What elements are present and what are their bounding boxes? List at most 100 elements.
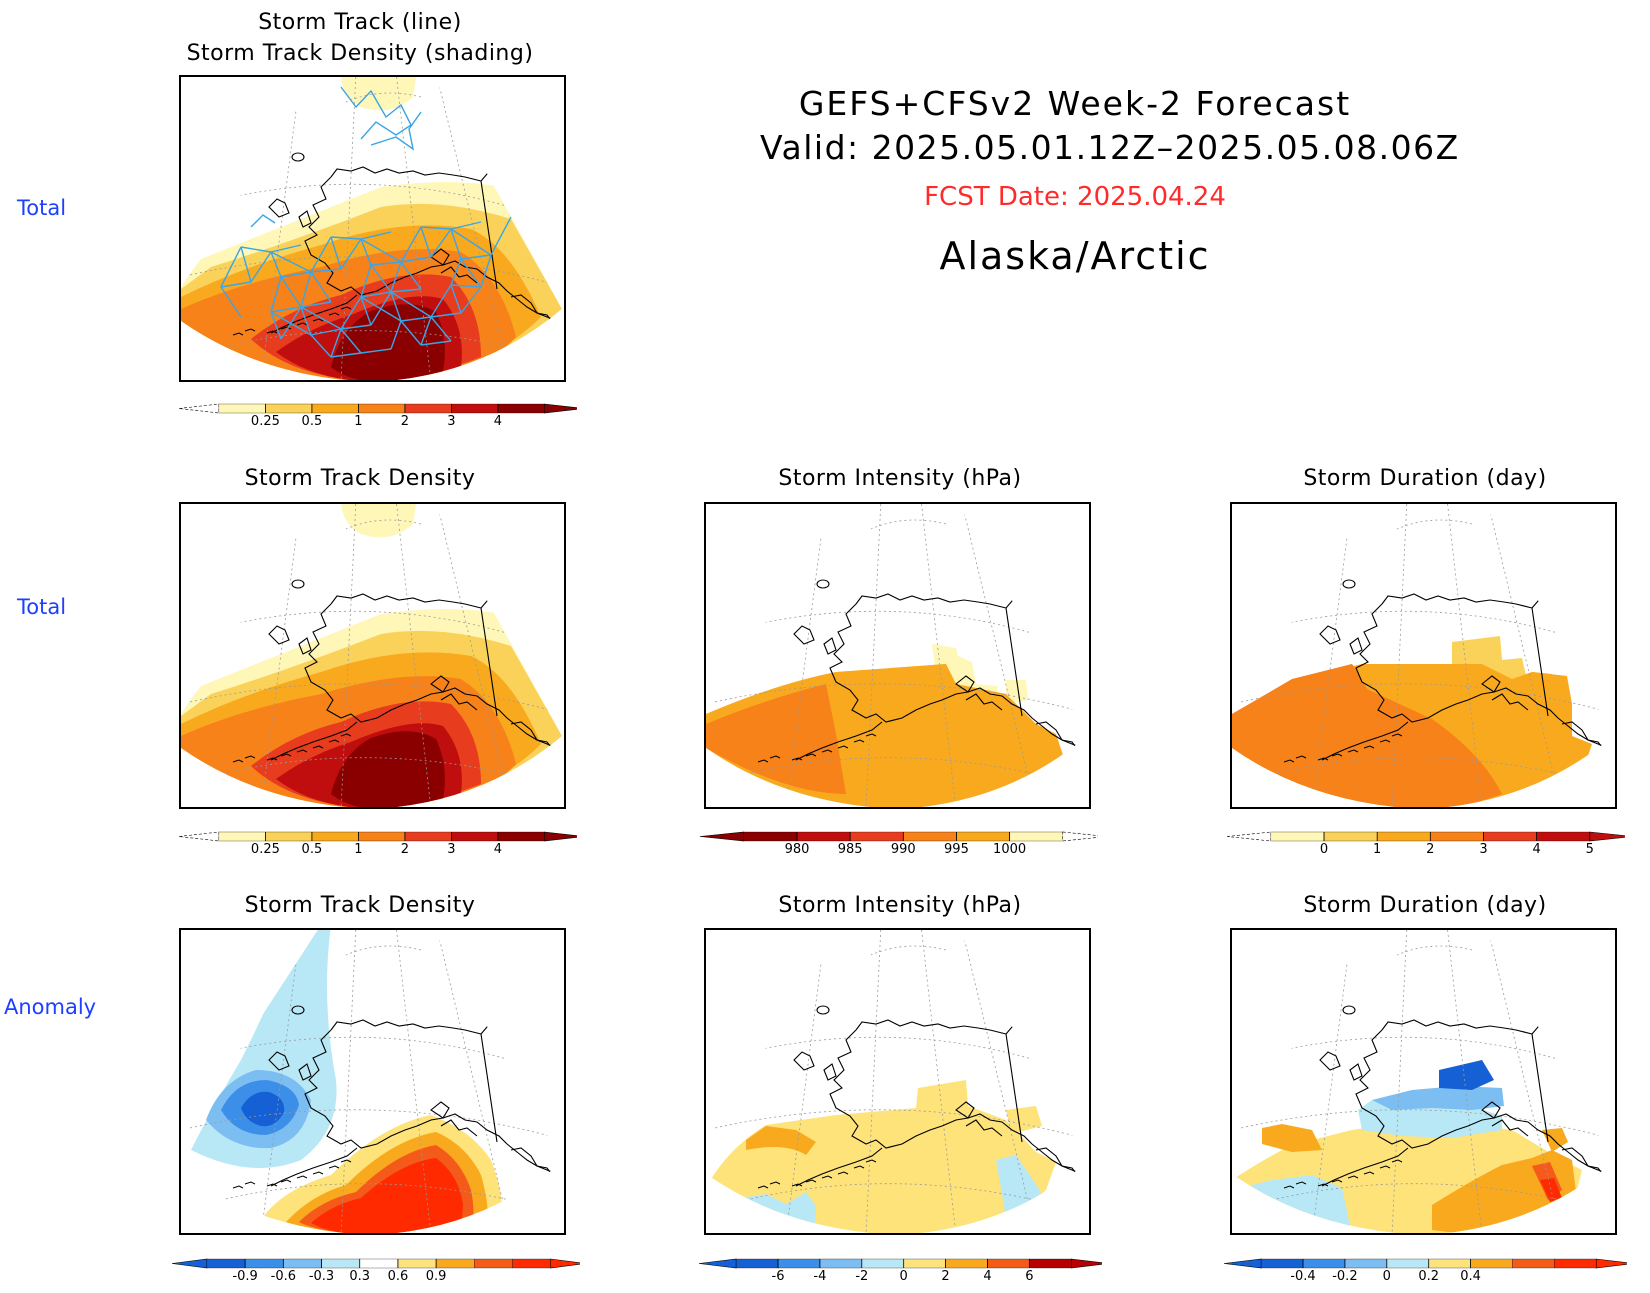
colorbar-swatch — [903, 831, 957, 842]
colorbar-tick-label: -2 — [855, 1269, 868, 1284]
panel6-title: Storm Intensity (hPa) — [778, 893, 1022, 918]
colorbar-swatch — [358, 831, 406, 842]
row-label-total-1: Total — [17, 196, 67, 220]
colorbar-tick-label: 985 — [838, 842, 863, 857]
colorbar-tick-label: 0 — [900, 1269, 908, 1284]
shaded-region — [1232, 664, 1482, 807]
shaded-region — [706, 684, 846, 794]
shaded-region — [331, 304, 445, 380]
colorbar-tick-label: -0.9 — [232, 1269, 257, 1284]
shaded-region — [1372, 1086, 1504, 1110]
colorbar-tick-label: 1 — [354, 414, 362, 429]
panel7-colorbar: -0.4 -0.2 0 0.2 0.4 — [1222, 1255, 1634, 1284]
colorbar-tick-label: 3 — [1479, 842, 1487, 857]
colorbar-swatch — [819, 1258, 862, 1269]
colorbar-tick-label: -0.3 — [309, 1269, 334, 1284]
colorbar-swatch — [743, 831, 798, 842]
colorbar-swatch — [956, 831, 1010, 842]
shaded-region — [311, 1158, 463, 1233]
panel5-title: Storm Track Density — [244, 893, 476, 918]
colorbar-tick-label: -4 — [813, 1269, 826, 1284]
colorbar-swatch — [512, 1258, 551, 1269]
panel1-title-line2: Storm Track Density (shading) — [186, 41, 534, 66]
colorbar-tick-label: 0.3 — [349, 1269, 370, 1284]
colorbar-swatch — [265, 403, 313, 414]
region-name: Alaska/Arctic — [939, 234, 1211, 278]
shaded-region — [1542, 1128, 1568, 1152]
panel6-colorbar: -6 -4 -2 0 2 4 6 — [697, 1255, 1109, 1284]
colorbar-tick-label: 3 — [447, 842, 455, 857]
colorbar-swatch — [1029, 1258, 1072, 1269]
shaded-region — [241, 1091, 285, 1127]
colorbar-swatch — [404, 403, 452, 414]
colorbar-tick-label: 3 — [447, 414, 455, 429]
colorbar-swatch — [359, 1258, 399, 1269]
colorbar-swatch — [283, 1258, 322, 1269]
colorbar-tick-label: 0.25 — [251, 842, 280, 857]
panel3-colorbar: 980 985 990 995 1000 — [698, 828, 1107, 862]
panel1-map — [179, 75, 566, 382]
colorbar-tick-label: 2 — [941, 1269, 949, 1284]
colorbar-tick-label: 990 — [891, 842, 916, 857]
colorbar-swatch — [1483, 831, 1537, 842]
colorbar-swatch — [218, 831, 266, 842]
colorbar-swatch — [861, 1258, 904, 1269]
colorbar-tick-label: 4 — [494, 842, 502, 857]
panel3-title: Storm Intensity (hPa) — [778, 466, 1022, 491]
panel2-map — [179, 502, 566, 809]
colorbar-swatch — [1536, 831, 1590, 842]
colorbar-tick-label: 0 — [1383, 1269, 1391, 1284]
panel2-colorbar: 0.25 0.5 1 2 3 4 — [177, 828, 585, 862]
colorbar-tick-label: 2 — [401, 842, 409, 857]
colorbar-tick-label: 0.6 — [388, 1269, 409, 1284]
colorbar-swatch — [474, 1258, 513, 1269]
colorbar-tick-label: -0.6 — [271, 1269, 296, 1284]
panel7-map — [1230, 928, 1617, 1235]
colorbar-swatch — [1270, 831, 1325, 842]
colorbar-tick-label: -0.2 — [1332, 1269, 1357, 1284]
shaded-region — [341, 77, 417, 111]
colorbar-swatch — [218, 403, 266, 414]
shaded-region — [341, 504, 417, 538]
colorbar-swatch — [1386, 1258, 1429, 1269]
colorbar-swatch — [206, 1258, 246, 1269]
colorbar-swatch — [404, 831, 452, 842]
colorbar-swatch — [451, 831, 499, 842]
forecast-title: GEFS+CFSv2 Week-2 Forecast — [798, 84, 1352, 123]
colorbar-swatch — [497, 831, 545, 842]
colorbar-swatch — [358, 403, 406, 414]
colorbar-swatch — [796, 831, 851, 842]
shaded-region — [1532, 672, 1572, 704]
colorbar-swatch — [397, 1258, 437, 1269]
colorbar-swatch — [1430, 831, 1484, 842]
fcst-date: FCST Date: 2025.04.24 — [924, 182, 1226, 212]
shaded-region — [746, 1126, 816, 1155]
colorbar-swatch — [777, 1258, 821, 1269]
colorbar-swatch — [1009, 831, 1063, 842]
colorbar-tick-label: 1000 — [993, 842, 1026, 857]
colorbar-swatch — [321, 1258, 360, 1269]
colorbar-tick-label: 980 — [785, 842, 810, 857]
colorbar-swatch — [1470, 1258, 1513, 1269]
colorbar-swatch — [497, 403, 545, 414]
panel7-title: Storm Duration (day) — [1303, 893, 1547, 918]
colorbar-tick-label: 2 — [1426, 842, 1434, 857]
panel6-map — [704, 928, 1091, 1235]
colorbar-swatch — [1344, 1258, 1387, 1269]
colorbar-tick-label: 4 — [494, 414, 502, 429]
panel5-map — [179, 928, 566, 1235]
colorbar-swatch — [1260, 1258, 1304, 1269]
panel1-colorbar: 0.25 0.5 1 2 3 4 — [177, 400, 585, 434]
colorbar-tick-label: 0 — [1320, 842, 1328, 857]
valid-period: Valid: 2025.05.01.12Z–2025.05.08.06Z — [760, 128, 1460, 167]
panel1-title-line1: Storm Track (line) — [258, 10, 462, 35]
colorbar-swatch — [311, 831, 359, 842]
colorbar-tick-label: 1 — [354, 842, 362, 857]
shaded-region — [331, 731, 445, 807]
colorbar-tick-label: 0.9 — [426, 1269, 447, 1284]
panel3-map — [704, 502, 1091, 809]
panel4-colorbar: 0 1 2 3 4 5 — [1225, 828, 1634, 862]
colorbar-swatch — [244, 1258, 284, 1269]
colorbar-swatch — [311, 403, 359, 414]
colorbar-swatch — [1428, 1258, 1471, 1269]
